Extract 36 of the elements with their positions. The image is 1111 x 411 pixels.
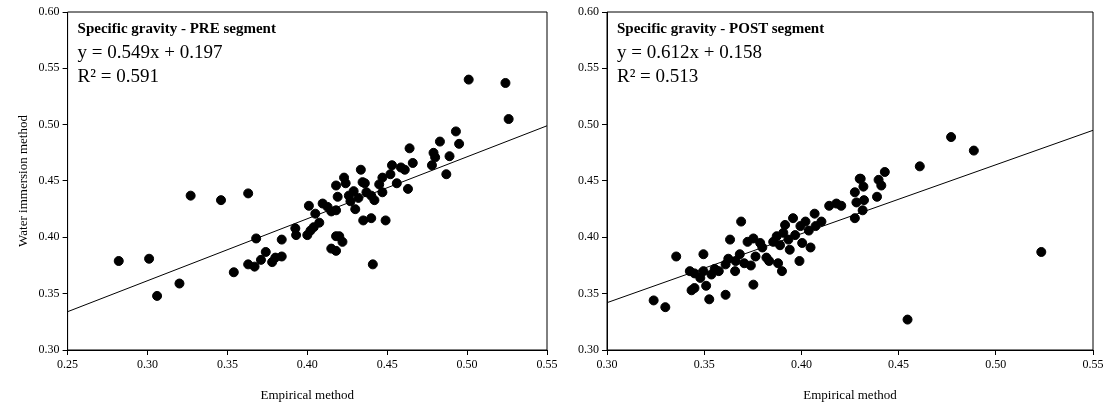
- x-tick-label: 0.55: [1082, 357, 1104, 372]
- y-tick-label: 0.35: [38, 285, 60, 300]
- x-tick-label: 0.35: [693, 357, 715, 372]
- y-tick-label: 0.55: [578, 60, 599, 75]
- y-tick-label: 0.60: [38, 4, 60, 19]
- annotation: y = 0.612x + 0.158: [617, 41, 762, 63]
- y-tick-label: 0.55: [38, 60, 60, 75]
- y-tick-label: 0.35: [578, 285, 599, 300]
- x-tick-label: 0.45: [376, 357, 398, 372]
- y-tick-label: 0.40: [578, 229, 599, 244]
- x-tick-label: 0.30: [137, 357, 158, 372]
- x-tick-label: 0.25: [57, 357, 79, 372]
- y-tick-label: 0.45: [578, 173, 599, 188]
- x-tick-label: 0.50: [985, 357, 1007, 372]
- y-tick-label: 0.50: [38, 116, 60, 131]
- x-tick-label: 0.50: [456, 357, 478, 372]
- x-tick-label: 0.45: [888, 357, 910, 372]
- x-axis-title: Empirical method: [803, 386, 898, 402]
- annotation: R² = 0.513: [617, 65, 699, 87]
- x-axis-title: Empirical method: [260, 386, 355, 402]
- y-tick-label: 0.45: [38, 173, 60, 188]
- x-tick-label: 0.40: [296, 357, 318, 372]
- y-tick-label: 0.30: [578, 342, 599, 357]
- x-tick-label: 0.40: [790, 357, 812, 372]
- y-tick-label: 0.30: [38, 342, 60, 357]
- annotation: y = 0.549x + 0.197: [77, 41, 223, 63]
- y-tick-label: 0.50: [578, 116, 599, 131]
- text: Specific gravity - PRE segment: [77, 20, 276, 37]
- x-tick-label: 0.35: [216, 357, 238, 372]
- text: Specific gravity - POST segment: [617, 20, 825, 37]
- annotation: R² = 0.591: [77, 65, 159, 87]
- x-tick-label: 0.30: [596, 357, 618, 372]
- y-tick-label: 0.40: [38, 229, 60, 244]
- y-tick-label: 0.60: [578, 4, 599, 19]
- y-axis-title: Water immersion method: [15, 114, 31, 247]
- x-tick-label: 0.55: [536, 357, 558, 372]
